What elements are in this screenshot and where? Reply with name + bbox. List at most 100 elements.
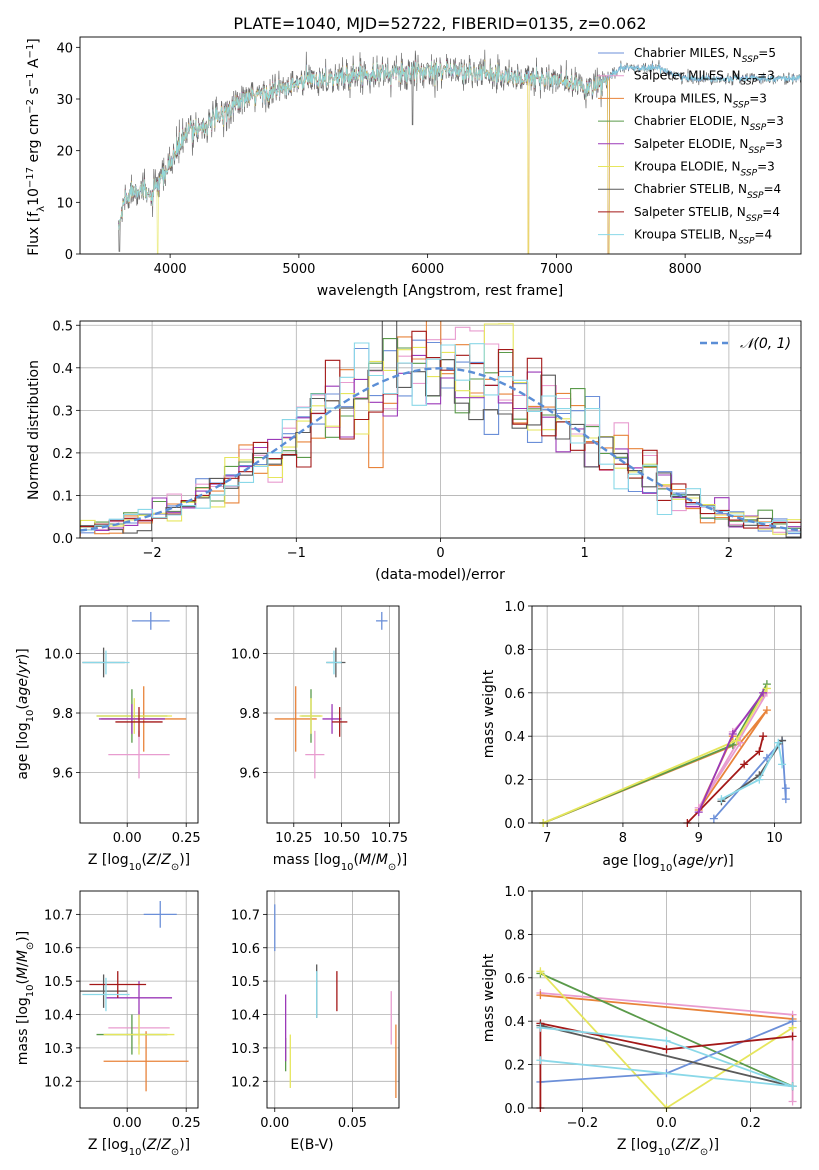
p6-xtick-label: 0.00 <box>113 1116 142 1131</box>
spectrum-xtick-label: 4000 <box>154 262 187 277</box>
p3-ytick-label: 9.6 <box>52 766 73 781</box>
p5-frame <box>531 605 802 824</box>
p5-xtick-label: 10 <box>766 831 783 846</box>
residual-xtick-label: 1 <box>581 546 589 561</box>
p6-ytick-label: 10.2 <box>44 1075 73 1090</box>
p8-line-ce <box>540 972 793 1088</box>
p8-ytick-label: 0.6 <box>504 972 525 987</box>
p3-ytick-label: 10.0 <box>44 648 73 663</box>
p3-xtick-label: 0.25 <box>172 831 201 846</box>
spectrum-xlabel: wavelength [Angstrom, rest frame] <box>317 283 563 299</box>
p4-xtick-label: 10.75 <box>371 831 408 846</box>
p5-xtick-label: 9 <box>695 831 703 846</box>
p5-marker-ks <box>717 795 726 804</box>
p8-marker-ss <box>662 1045 671 1054</box>
p8-line-km <box>540 994 793 1020</box>
p5-marker-ke <box>762 684 771 693</box>
p4-xtick-label: 10.50 <box>323 831 360 846</box>
residual-ylabel: Normed distribution <box>26 360 42 500</box>
p5-ytick-label: 0.8 <box>504 643 525 658</box>
histogram-ks <box>80 342 801 533</box>
residual-ytick-label: 0.4 <box>52 362 73 377</box>
p5-ytick-label: 0.6 <box>504 687 525 702</box>
spectrum-xtick-label: 5000 <box>282 262 315 277</box>
p3-points <box>82 611 187 779</box>
p6-ylabel: mass [log10(M/M⊙)] <box>15 931 36 1066</box>
residual-ytick-label: 0.3 <box>52 404 73 419</box>
p5-marker-cm <box>781 795 790 804</box>
p5-ylabel: mass weight <box>481 669 497 758</box>
residual-frame <box>79 320 802 539</box>
p5-marker-se <box>728 730 737 739</box>
p5-marker-ke <box>732 736 741 745</box>
p5-marker-km <box>762 706 771 715</box>
p7-ytick-label: 10.3 <box>231 1042 260 1057</box>
p7-ytick-label: 10.4 <box>231 1009 260 1024</box>
spectrum-ytick-label: 40 <box>56 41 73 56</box>
p8-ytick-label: 0.8 <box>504 928 525 943</box>
residual-xtick-label: −1 <box>287 546 306 561</box>
spectrum-xtick-label: 8000 <box>669 262 702 277</box>
p5-ytick-label: 0.0 <box>504 817 525 832</box>
spectrum-xtick-label: 7000 <box>540 262 573 277</box>
p7-xtick-label: 0.00 <box>260 1116 289 1131</box>
spectrum-title: PLATE=1040, MJD=52722, FIBERID=0135, z=0… <box>233 14 646 33</box>
residual-histograms <box>80 321 801 538</box>
p8-marker-cm <box>788 1017 797 1026</box>
p4-background <box>267 606 399 823</box>
p6-ytick-label: 10.7 <box>44 908 73 923</box>
residual-xtick-label: 0 <box>436 546 444 561</box>
p4-ytick-label: 10.0 <box>231 648 260 663</box>
p8-marker-ke <box>536 967 545 976</box>
p3-ylabel: age [log10(age/yr)] <box>15 648 36 779</box>
p5-marker-ks <box>755 775 764 784</box>
p5-marker-ss <box>740 760 749 769</box>
p3-xlabel: Z [log10(Z/Z⊙)] <box>88 852 190 873</box>
spectrum-ylabel: Flux [fλ10−17 erg cm−2 s−1 A−1] <box>25 38 47 256</box>
p4-xtick-label: 10.25 <box>275 831 312 846</box>
p4-ytick-label: 9.6 <box>239 766 260 781</box>
p8-xtick-label: −0.2 <box>567 1116 599 1131</box>
p7-xtick-label: 0.05 <box>338 1116 367 1131</box>
residual-xlabel: (data-model)/error <box>375 567 505 583</box>
p8-xlabel: Z [log10(Z/Z⊙)] <box>617 1137 719 1158</box>
residual-ytick-label: 0.5 <box>52 319 73 334</box>
residual-ytick-label: 0.2 <box>52 447 73 462</box>
spectrum-ytick-label: 10 <box>56 196 73 211</box>
normal-legend-label: 𝒩(0, 1) <box>740 336 791 352</box>
p8-ytick-label: 1.0 <box>504 885 525 900</box>
spectrum-series-ks <box>118 60 801 230</box>
p4-points <box>274 611 388 779</box>
p5-marker-ks <box>774 738 783 747</box>
spectrum-ytick-label: 0 <box>65 248 73 263</box>
p5-marker-ss <box>755 747 764 756</box>
p6-xtick-label: 0.25 <box>172 1116 201 1131</box>
p8-line-cs <box>540 1024 793 1088</box>
normal-curve <box>80 367 801 532</box>
p8-marker-ks <box>536 1056 545 1065</box>
p7-ytick-label: 10.7 <box>231 908 260 923</box>
p8-ytick-label: 0.4 <box>504 1015 525 1030</box>
spectrum-lines <box>118 49 801 254</box>
p8-lines <box>536 967 797 1112</box>
p5-ytick-label: 0.4 <box>504 730 525 745</box>
p3-ytick-label: 9.8 <box>52 707 73 722</box>
p8-ylabel: mass weight <box>481 953 497 1042</box>
p7-frame <box>266 890 400 1109</box>
spectrum-background <box>80 37 801 254</box>
p8-ytick-label: 0.0 <box>504 1102 525 1117</box>
spectrum-xtick-label: 6000 <box>411 262 444 277</box>
p6-ytick-label: 10.6 <box>44 942 73 957</box>
p6-ytick-label: 10.5 <box>44 975 73 990</box>
p7-xlabel: E(B-V) <box>290 1137 333 1153</box>
p7-points <box>274 904 397 1098</box>
p5-lines <box>539 680 790 827</box>
p6-points <box>80 901 189 1092</box>
p8-ytick-label: 0.2 <box>504 1059 525 1074</box>
p7-ytick-label: 10.2 <box>231 1075 260 1090</box>
residual-xtick-label: −2 <box>143 546 162 561</box>
p5-marker-se <box>694 808 703 817</box>
p7-background <box>267 891 399 1108</box>
p8-line-ss <box>539 1022 793 1108</box>
